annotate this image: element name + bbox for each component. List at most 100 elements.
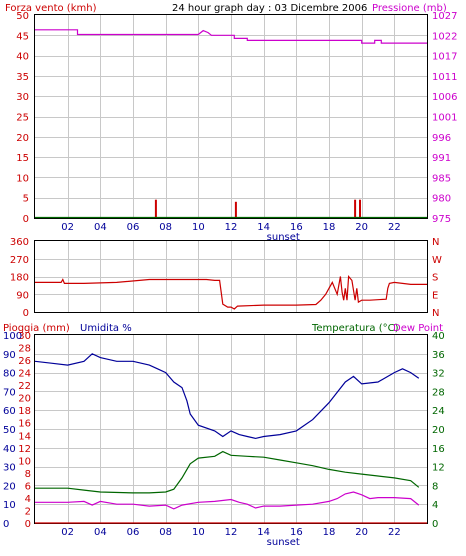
sunset-label: sunset (267, 537, 300, 548)
direction-tick-label: 0 (23, 308, 29, 319)
wind-tick-label: 45 (16, 31, 29, 42)
rain-tick-label: 18 (18, 406, 31, 417)
x-tick-label: 02 (61, 222, 74, 233)
humidity-tick-label: 30 (3, 463, 16, 474)
x-tick-label: 16 (290, 527, 303, 538)
sunset-label: sunset (267, 232, 300, 243)
panel-1-frame (34, 14, 428, 219)
x-tick-label: 02 (61, 527, 74, 538)
humidity-axis-title: Umidita % (80, 323, 132, 334)
pressure-tick-label: 985 (432, 173, 451, 184)
rain-tick-label: 12 (18, 444, 31, 455)
wind-tick-label: 30 (16, 92, 29, 103)
rain-tick-label: 26 (18, 356, 31, 367)
humidity-tick-label: 40 (3, 444, 16, 455)
panel-1-grid (35, 15, 427, 218)
dewpoint-axis-title: Dew Point (393, 323, 443, 334)
temperature-tick-label: 20 (432, 425, 445, 436)
pressure-line (35, 29, 427, 44)
pressure-tick-label: 1001 (432, 113, 457, 124)
x-tick-label: 14 (257, 222, 270, 233)
rain-tick-label: 8 (25, 469, 31, 480)
x-tick-label: 20 (355, 222, 368, 233)
x-tick-label: 18 (323, 527, 336, 538)
pressure-axis-title: Pressione (mb) (372, 3, 447, 14)
rain-axis-title: Pioggia (mm) (3, 323, 70, 334)
compass-tick-label: N (432, 308, 439, 319)
temperature-tick-label: 4 (432, 500, 438, 511)
x-tick-label: 18 (323, 222, 336, 233)
rain-tick-label: 14 (18, 431, 31, 442)
temperature-tick-label: 0 (432, 519, 438, 530)
humidity-tick-label: 70 (3, 387, 16, 398)
x-tick-label: 22 (388, 222, 401, 233)
wind-tick-label: 10 (16, 173, 29, 184)
x-tick-label: 10 (192, 222, 205, 233)
humidity-tick-label: 50 (3, 425, 16, 436)
compass-tick-label: W (432, 255, 442, 266)
wind-bar (354, 199, 357, 218)
panel-2-frame (34, 240, 428, 313)
humidity-tick-label: 80 (3, 369, 16, 380)
temperature-axis-title: Temperatura (°C) (311, 323, 399, 334)
panel-1-tick-labels: 0 5 10 15 20 25 30 35 40 45 50 975 980 985 991 996 1001 1… (16, 11, 457, 243)
rain-tick-label: 4 (25, 494, 31, 505)
x-tick-label: 16 (290, 222, 303, 233)
x-tick-label: 20 (355, 527, 368, 538)
direction-tick-label: 360 (10, 237, 29, 248)
temperature-tick-label: 16 (432, 444, 445, 455)
temperature-tick-label: 32 (432, 369, 445, 380)
wind-tick-label: 0 (23, 214, 29, 225)
rain-tick-label: 2 (25, 506, 31, 517)
x-tick-label: 06 (127, 222, 140, 233)
rain-tick-label: 30 (18, 331, 31, 342)
panel-3-tick-labels: 0246810121416182022242628300102030405060… (3, 331, 445, 548)
dewpoint-line (35, 491, 420, 510)
wind-bar (359, 199, 361, 218)
temperature-tick-label: 36 (432, 350, 445, 361)
temperature-tick-label: 28 (432, 387, 445, 398)
wind-tick-label: 5 (23, 194, 29, 205)
humidity-tick-label: 0 (3, 519, 9, 530)
chart-title: 24 hour graph day : 03 Dicembre 2006 (172, 3, 367, 14)
humidity-tick-label: 10 (3, 500, 16, 511)
pressure-tick-label: 975 (432, 214, 451, 225)
pressure-tick-label: 991 (432, 153, 451, 164)
rain-tick-label: 10 (18, 456, 31, 467)
pressure-tick-label: 1027 (432, 11, 457, 22)
humidity-tick-label: 100 (3, 331, 22, 342)
rain-tick-label: 24 (18, 369, 31, 380)
x-tick-label: 12 (225, 527, 238, 538)
direction-tick-label: 90 (16, 290, 29, 301)
x-tick-label: 08 (159, 222, 172, 233)
wind-tick-label: 15 (16, 153, 29, 164)
wind-axis-title: Forza vento (kmh) (5, 3, 97, 14)
direction-tick-label: 270 (10, 255, 29, 266)
temperature-tick-label: 8 (432, 481, 438, 492)
compass-tick-label: S (432, 273, 438, 284)
wind-bar (154, 199, 157, 218)
x-tick-label: 12 (225, 222, 238, 233)
temperature-line (35, 450, 420, 494)
wind-tick-label: 50 (16, 11, 29, 22)
wind-bar (234, 201, 237, 218)
rain-tick-label: 28 (18, 344, 31, 355)
wind-tick-label: 25 (16, 113, 29, 124)
direction-tick-label: 180 (10, 273, 29, 284)
pressure-tick-label: 1017 (432, 52, 457, 63)
humidity-line (34, 353, 420, 440)
panel-1-marks (35, 29, 427, 219)
temperature-tick-label: 12 (432, 463, 445, 474)
x-tick-label: 04 (94, 527, 107, 538)
temperature-tick-label: 24 (432, 406, 445, 417)
humidity-tick-label: 60 (3, 406, 16, 417)
panel-2-grid (35, 241, 427, 312)
x-tick-label: 14 (257, 527, 270, 538)
pressure-tick-label: 1006 (432, 92, 457, 103)
rain-tick-label: 22 (18, 381, 31, 392)
panel-3-marks (34, 353, 427, 524)
direction-line (35, 274, 427, 310)
